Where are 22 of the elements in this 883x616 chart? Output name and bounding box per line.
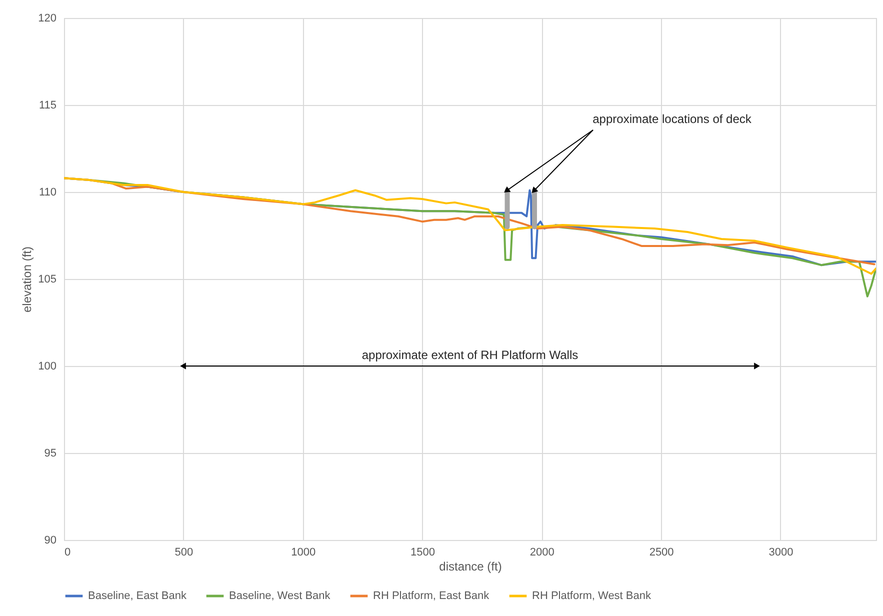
legend-label: RH Platform, East Bank [373, 590, 490, 602]
x-tick-label: 3000 [768, 546, 794, 558]
annotation: approximate extent of RH Platform Walls [362, 348, 578, 362]
x-tick-label: 2500 [649, 546, 674, 558]
y-tick-label: 110 [38, 186, 56, 198]
y-tick-label: 120 [38, 12, 56, 24]
y-axis-title: elevation (ft) [20, 246, 34, 313]
x-tick-label: 2000 [530, 546, 554, 558]
x-tick-label: 500 [174, 546, 194, 558]
x-tick-label: 1000 [291, 546, 316, 558]
y-tick-label: 90 [44, 534, 56, 546]
legend-label: RH Platform, West Bank [532, 590, 652, 602]
y-tick-label: 115 [38, 100, 56, 112]
annotation: approximate locations of deck [592, 112, 752, 126]
y-tick-label: 100 [38, 360, 56, 372]
legend-label: Baseline, East Bank [88, 590, 187, 602]
y-tick-label: 95 [44, 448, 56, 460]
y-tick-label: 105 [38, 274, 56, 286]
x-tick-label: 0 [64, 546, 71, 558]
x-axis-title: distance (ft) [439, 560, 502, 574]
x-tick-label: 1500 [410, 546, 435, 558]
legend-label: Baseline, West Bank [229, 590, 331, 602]
